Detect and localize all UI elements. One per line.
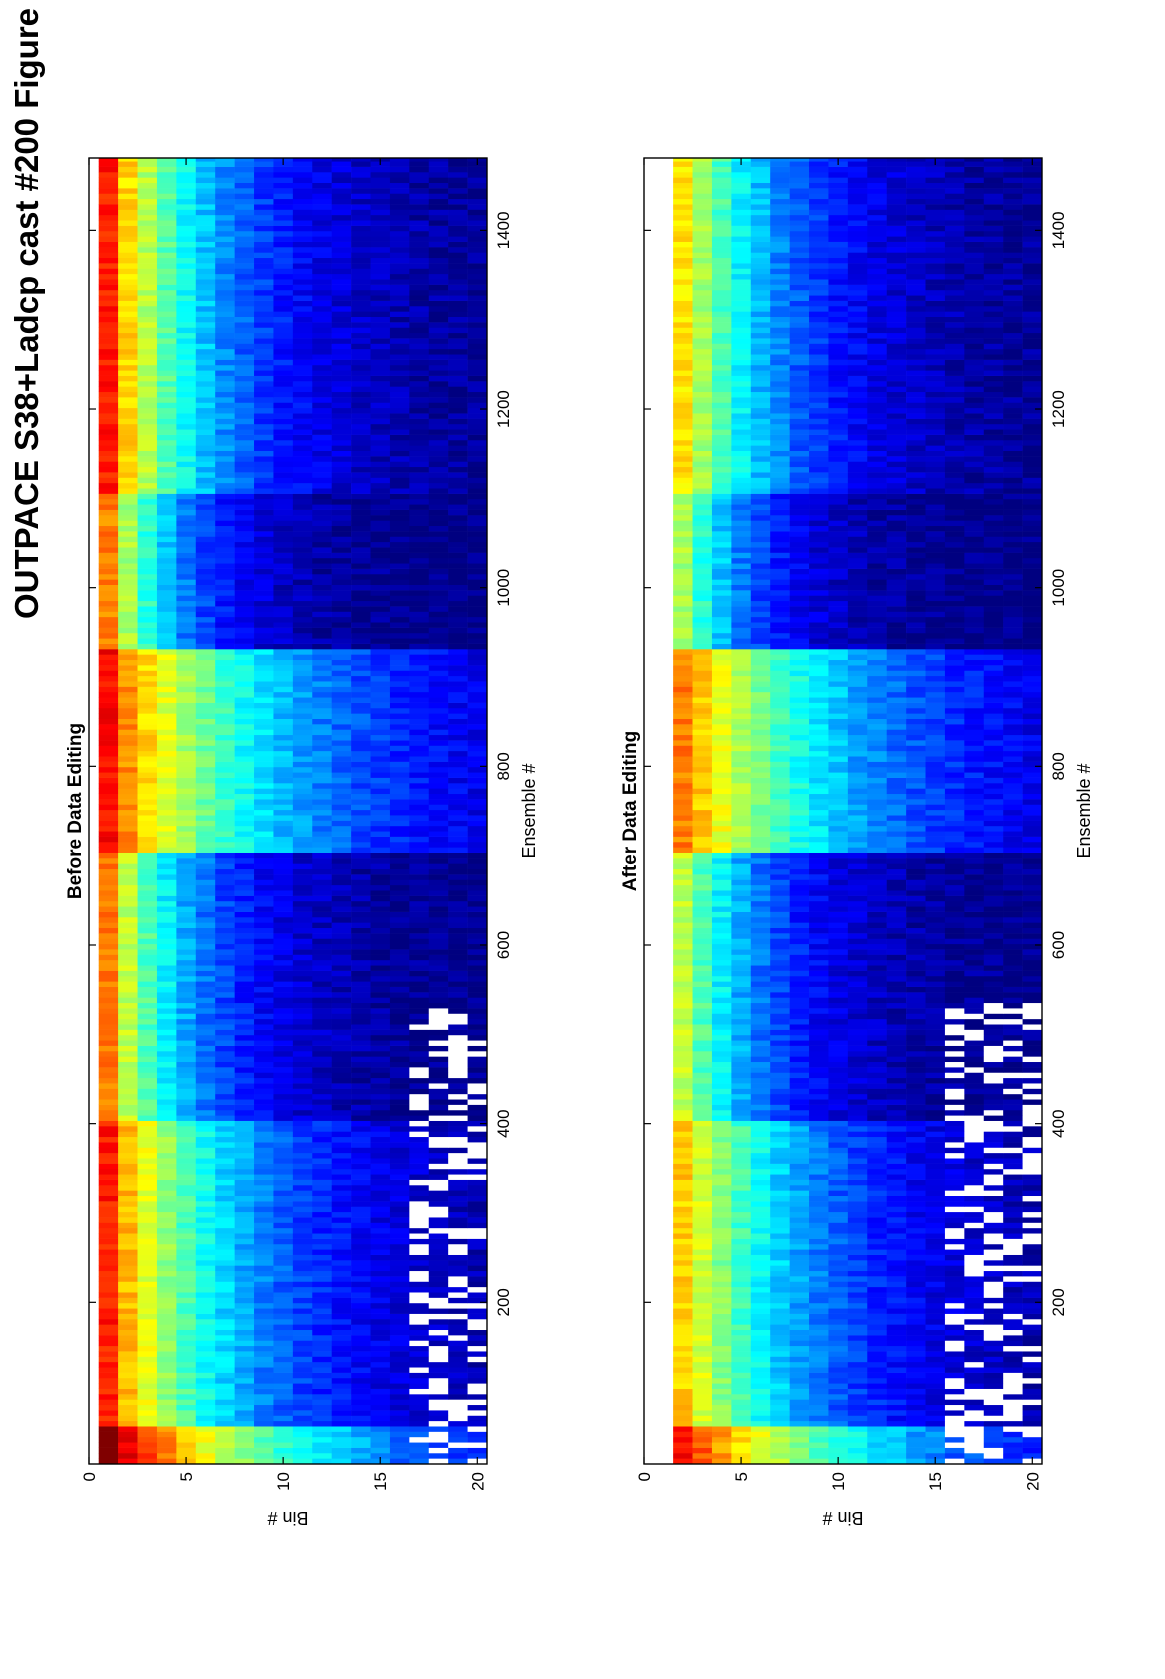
figure-title: OUTPACE S38+Ladcp cast #200 Figure 14 xyxy=(8,0,45,619)
y-axis-label: Bin # xyxy=(267,1508,308,1528)
x-tick-label: 400 xyxy=(1049,1109,1068,1137)
y-tick-label: 10 xyxy=(274,1472,293,1491)
y-tick-label: 5 xyxy=(732,1472,751,1481)
y-tick-label: 10 xyxy=(829,1472,848,1491)
x-tick-label: 1000 xyxy=(494,569,513,607)
x-tick-label: 800 xyxy=(494,752,513,780)
panel-1: 200 400 600 800 1000 1200 1400 0 5 10 15 20 Before D… xyxy=(65,157,539,1528)
y-tick-label: 15 xyxy=(371,1472,390,1491)
axes-frame xyxy=(643,157,1043,1465)
x-tick-label: 1400 xyxy=(494,211,513,249)
x-tick-label: 1400 xyxy=(1049,211,1068,249)
x-tick-label: 1200 xyxy=(1049,390,1068,428)
x-axis-label: Ensemble # xyxy=(519,763,539,858)
x-tick-label: 800 xyxy=(1049,752,1068,780)
heatmap xyxy=(98,157,488,1464)
x-axis-label: Ensemble # xyxy=(1074,763,1094,858)
x-tick-label: 200 xyxy=(494,1288,513,1316)
panel-2: 200 400 600 800 1000 1200 1400 0 5 10 15 20 After Da… xyxy=(620,157,1094,1528)
y-tick-label: 0 xyxy=(80,1472,99,1481)
x-tick-label: 400 xyxy=(494,1109,513,1137)
x-tick-label: 1000 xyxy=(1049,569,1068,607)
y-tick-label: 20 xyxy=(468,1472,487,1491)
y-tick-label: 0 xyxy=(635,1472,654,1481)
y-tick-label: 5 xyxy=(177,1472,196,1481)
x-tick-label: 600 xyxy=(1049,931,1068,959)
y-axis-label: Bin # xyxy=(822,1508,863,1528)
x-tick-label: 600 xyxy=(494,931,513,959)
axes-frame xyxy=(88,157,488,1465)
y-tick-label: 15 xyxy=(926,1472,945,1491)
heatmap xyxy=(653,157,1043,1464)
panel-title: After Data Editing xyxy=(620,731,641,891)
panel-title: Before Data Editing xyxy=(65,723,86,899)
x-tick-label: 200 xyxy=(1049,1288,1068,1316)
y-tick-label: 20 xyxy=(1023,1472,1042,1491)
x-tick-label: 1200 xyxy=(494,390,513,428)
